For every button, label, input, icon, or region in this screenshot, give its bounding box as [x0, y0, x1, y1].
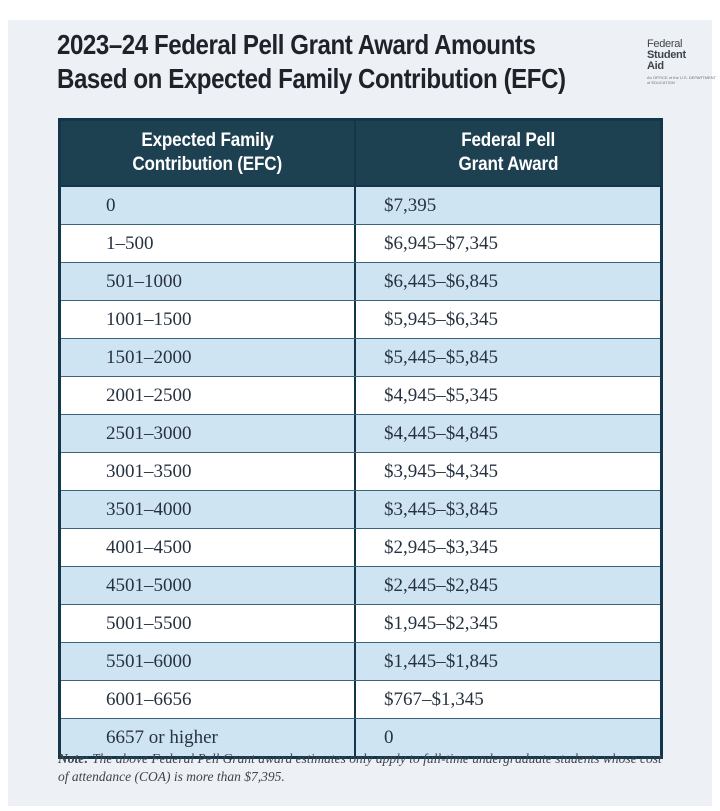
table-row: 5501–6000 $1,445–$1,845 [61, 642, 660, 680]
efc-cell: 2001–2500 [61, 377, 356, 414]
table-row: 1501–2000 $5,445–$5,845 [61, 338, 660, 376]
table-row: 3501–4000 $3,445–$3,845 [61, 490, 660, 528]
table-row: 4501–5000 $2,445–$2,845 [61, 566, 660, 604]
efc-cell: 0 [61, 187, 356, 224]
logo-word-aid: Aid [647, 60, 664, 72]
award-cell: $2,445–$2,845 [356, 567, 660, 604]
award-cell: $767–$1,345 [356, 681, 660, 718]
table-header-row: Expected Family Contribution (EFC) Feder… [61, 121, 660, 187]
table-row: 2001–2500 $4,945–$5,345 [61, 376, 660, 414]
award-cell: $3,445–$3,845 [356, 491, 660, 528]
federal-student-aid-logo: Federal Student Aid An OFFICE of the U.S… [647, 38, 717, 86]
footnote-text: The above Federal Pell Grant award estim… [58, 751, 662, 784]
footnote: Note: The above Federal Pell Grant award… [58, 750, 673, 786]
table-header-award: Federal Pell Grant Award [356, 121, 660, 185]
footnote-label: Note: [58, 751, 89, 766]
table-row: 1001–1500 $5,945–$6,345 [61, 300, 660, 338]
award-cell: $6,945–$7,345 [356, 225, 660, 262]
table-row: 5001–5500 $1,945–$2,345 [61, 604, 660, 642]
table-row: 0 $7,395 [61, 187, 660, 224]
award-cell: $1,945–$2,345 [356, 605, 660, 642]
efc-cell: 3501–4000 [61, 491, 356, 528]
award-cell: $5,445–$5,845 [356, 339, 660, 376]
header-award-line1: Federal Pell [461, 130, 555, 151]
award-cell: $7,395 [356, 187, 660, 224]
award-cell: $4,945–$5,345 [356, 377, 660, 414]
logo-word-student: Student [647, 49, 686, 61]
award-cell: $6,445–$6,845 [356, 263, 660, 300]
award-cell: $3,945–$4,345 [356, 453, 660, 490]
efc-cell: 4001–4500 [61, 529, 356, 566]
efc-cell: 1501–2000 [61, 339, 356, 376]
efc-cell: 1001–1500 [61, 301, 356, 338]
award-cell: $5,945–$6,345 [356, 301, 660, 338]
efc-cell: 1–500 [61, 225, 356, 262]
header-award-line2: Grant Award [458, 154, 558, 175]
table-row: 3001–3500 $3,945–$4,345 [61, 452, 660, 490]
header-efc-line1: Expected Family [141, 130, 274, 151]
logo-tagline: An OFFICE of the U.S. DEPARTMENT of EDUC… [647, 75, 716, 85]
award-cell: $1,445–$1,845 [356, 643, 660, 680]
table-body: 0 $7,395 1–500 $6,945–$7,345 501–1000 $6,445–… [61, 187, 660, 756]
table-header-efc: Expected Family Contribution (EFC) [61, 121, 356, 185]
award-cell: 0 [356, 719, 660, 756]
efc-cell: 5501–6000 [61, 643, 356, 680]
logo-word-federal: Federal [647, 38, 683, 50]
page-title-line2: Based on Expected Family Contribution (E… [57, 63, 566, 94]
award-cell: $4,445–$4,845 [356, 415, 660, 452]
efc-cell: 501–1000 [61, 263, 356, 300]
table-row: 501–1000 $6,445–$6,845 [61, 262, 660, 300]
pell-grant-award-table: Expected Family Contribution (EFC) Feder… [58, 118, 663, 759]
page-title: 2023–24 Federal Pell Grant Award Amounts… [57, 28, 648, 96]
header-efc-line2: Contribution (EFC) [132, 154, 283, 175]
table-row: 4001–4500 $2,945–$3,345 [61, 528, 660, 566]
efc-cell: 2501–3000 [61, 415, 356, 452]
efc-cell: 4501–5000 [61, 567, 356, 604]
efc-cell: 6001–6656 [61, 681, 356, 718]
table-row: 6001–6656 $767–$1,345 [61, 680, 660, 718]
table-row: 1–500 $6,945–$7,345 [61, 224, 660, 262]
award-cell: $2,945–$3,345 [356, 529, 660, 566]
page-title-line1: 2023–24 Federal Pell Grant Award Amounts [57, 29, 536, 60]
table-row: 6657 or higher 0 [61, 718, 660, 756]
efc-cell: 3001–3500 [61, 453, 356, 490]
efc-cell: 5001–5500 [61, 605, 356, 642]
table-row: 2501–3000 $4,445–$4,845 [61, 414, 660, 452]
efc-cell: 6657 or higher [61, 719, 356, 756]
